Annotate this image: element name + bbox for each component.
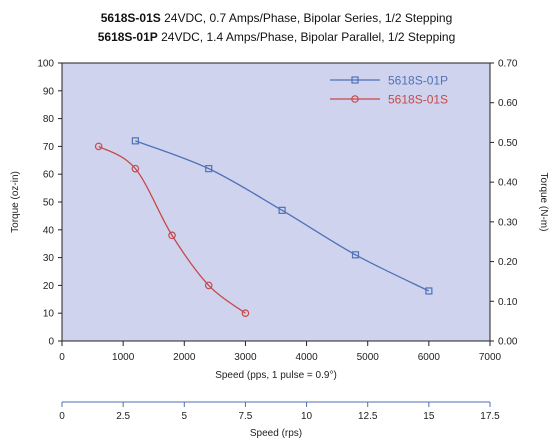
- y-left-tick-label: 10: [43, 309, 55, 320]
- secondary-x-tick-label: 10: [301, 411, 313, 422]
- y-left-tick-label: 80: [43, 114, 55, 125]
- y-left-tick-label: 40: [43, 225, 55, 236]
- series-line-5618S-01P: [135, 140, 430, 292]
- x-tick-label: 1000: [112, 352, 135, 363]
- title-desc-1: 24VDC, 0.7 Amps/Phase, Bipolar Series, 1…: [164, 11, 453, 25]
- y-right-axis-label: Torque (N-m): [538, 173, 549, 232]
- data-point-5618S-01S: [94, 142, 103, 151]
- y-left-tick-label: 50: [43, 198, 55, 209]
- y-left-tick-label: 100: [37, 59, 54, 70]
- legend-label-5618S-01P: 5618S-01P: [388, 74, 448, 88]
- data-point-5618S-01P: [425, 287, 433, 295]
- secondary-x-tick-label: 5: [182, 411, 188, 422]
- data-point-5618S-01S: [168, 231, 176, 240]
- data-point-5618S-01S: [204, 281, 213, 290]
- y-right-tick-label: 0.50: [498, 138, 518, 149]
- y-left-tick-label: 90: [43, 86, 55, 97]
- chart-title-line-2: 5618S-01P 24VDC, 1.4 Amps/Phase, Bipolar…: [0, 30, 553, 44]
- data-point-5618S-01P: [351, 251, 360, 259]
- plot-area: [61, 62, 491, 342]
- legend-marker-5618S-01S: [351, 95, 359, 103]
- x-tick-label: 7000: [479, 352, 502, 363]
- y-right-tick-label: 0.20: [498, 257, 518, 268]
- data-point-5618S-01P: [205, 165, 213, 173]
- y-left-axis-label: Torque (oz-in): [10, 171, 21, 233]
- y-left-tick-label: 0: [48, 337, 54, 348]
- y-right-tick-label: 0.00: [498, 337, 518, 348]
- y-right-tick-label: 0.60: [498, 98, 518, 109]
- data-point-5618S-01P: [131, 137, 139, 145]
- secondary-x-tick-label: 0: [59, 411, 65, 422]
- x-axis-label: Speed (pps, 1 pulse = 0.9°): [215, 370, 337, 381]
- y-right-tick-label: 0.30: [498, 217, 518, 228]
- x-tick-label: 2000: [173, 352, 196, 363]
- x-tick-label: 0: [59, 352, 65, 363]
- data-point-5618S-01S: [241, 309, 250, 318]
- secondary-x-tick-label: 7.5: [238, 411, 252, 422]
- title-model-1: 5618S-01S: [100, 11, 161, 25]
- y-left-tick-label: 60: [43, 170, 55, 181]
- y-right-tick-label: 0.40: [498, 178, 518, 189]
- x-tick-label: 5000: [357, 352, 380, 363]
- title-desc-2: 24VDC, 1.4 Amps/Phase, Bipolar Parallel,…: [161, 30, 456, 44]
- y-left-tick-label: 20: [43, 281, 55, 292]
- x-tick-label: 3000: [234, 352, 257, 363]
- x-tick-label: 4000: [295, 352, 318, 363]
- secondary-x-tick-label: 15: [423, 411, 435, 422]
- y-right-tick-label: 0.10: [498, 297, 518, 308]
- y-left-tick-label: 30: [43, 253, 55, 264]
- series-line-5618S-01S: [98, 145, 246, 314]
- legend-label-5618S-01S: 5618S-01S: [388, 93, 448, 107]
- legend-marker-5618S-01P: [351, 76, 359, 84]
- y-right-tick-label: 0.70: [498, 59, 518, 70]
- secondary-x-tick-label: 17.5: [480, 411, 500, 422]
- x-tick-label: 6000: [418, 352, 441, 363]
- y-left-tick-label: 70: [43, 142, 55, 153]
- secondary-x-tick-label: 12.5: [358, 411, 378, 422]
- data-point-5618S-01S: [131, 164, 140, 173]
- chart-title-line-1: 5618S-01S 24VDC, 0.7 Amps/Phase, Bipolar…: [0, 11, 553, 25]
- data-point-5618S-01P: [278, 206, 286, 214]
- secondary-x-axis-label: Speed (rps): [250, 428, 302, 439]
- title-model-2: 5618S-01P: [97, 30, 158, 44]
- secondary-x-tick-label: 2.5: [116, 411, 130, 422]
